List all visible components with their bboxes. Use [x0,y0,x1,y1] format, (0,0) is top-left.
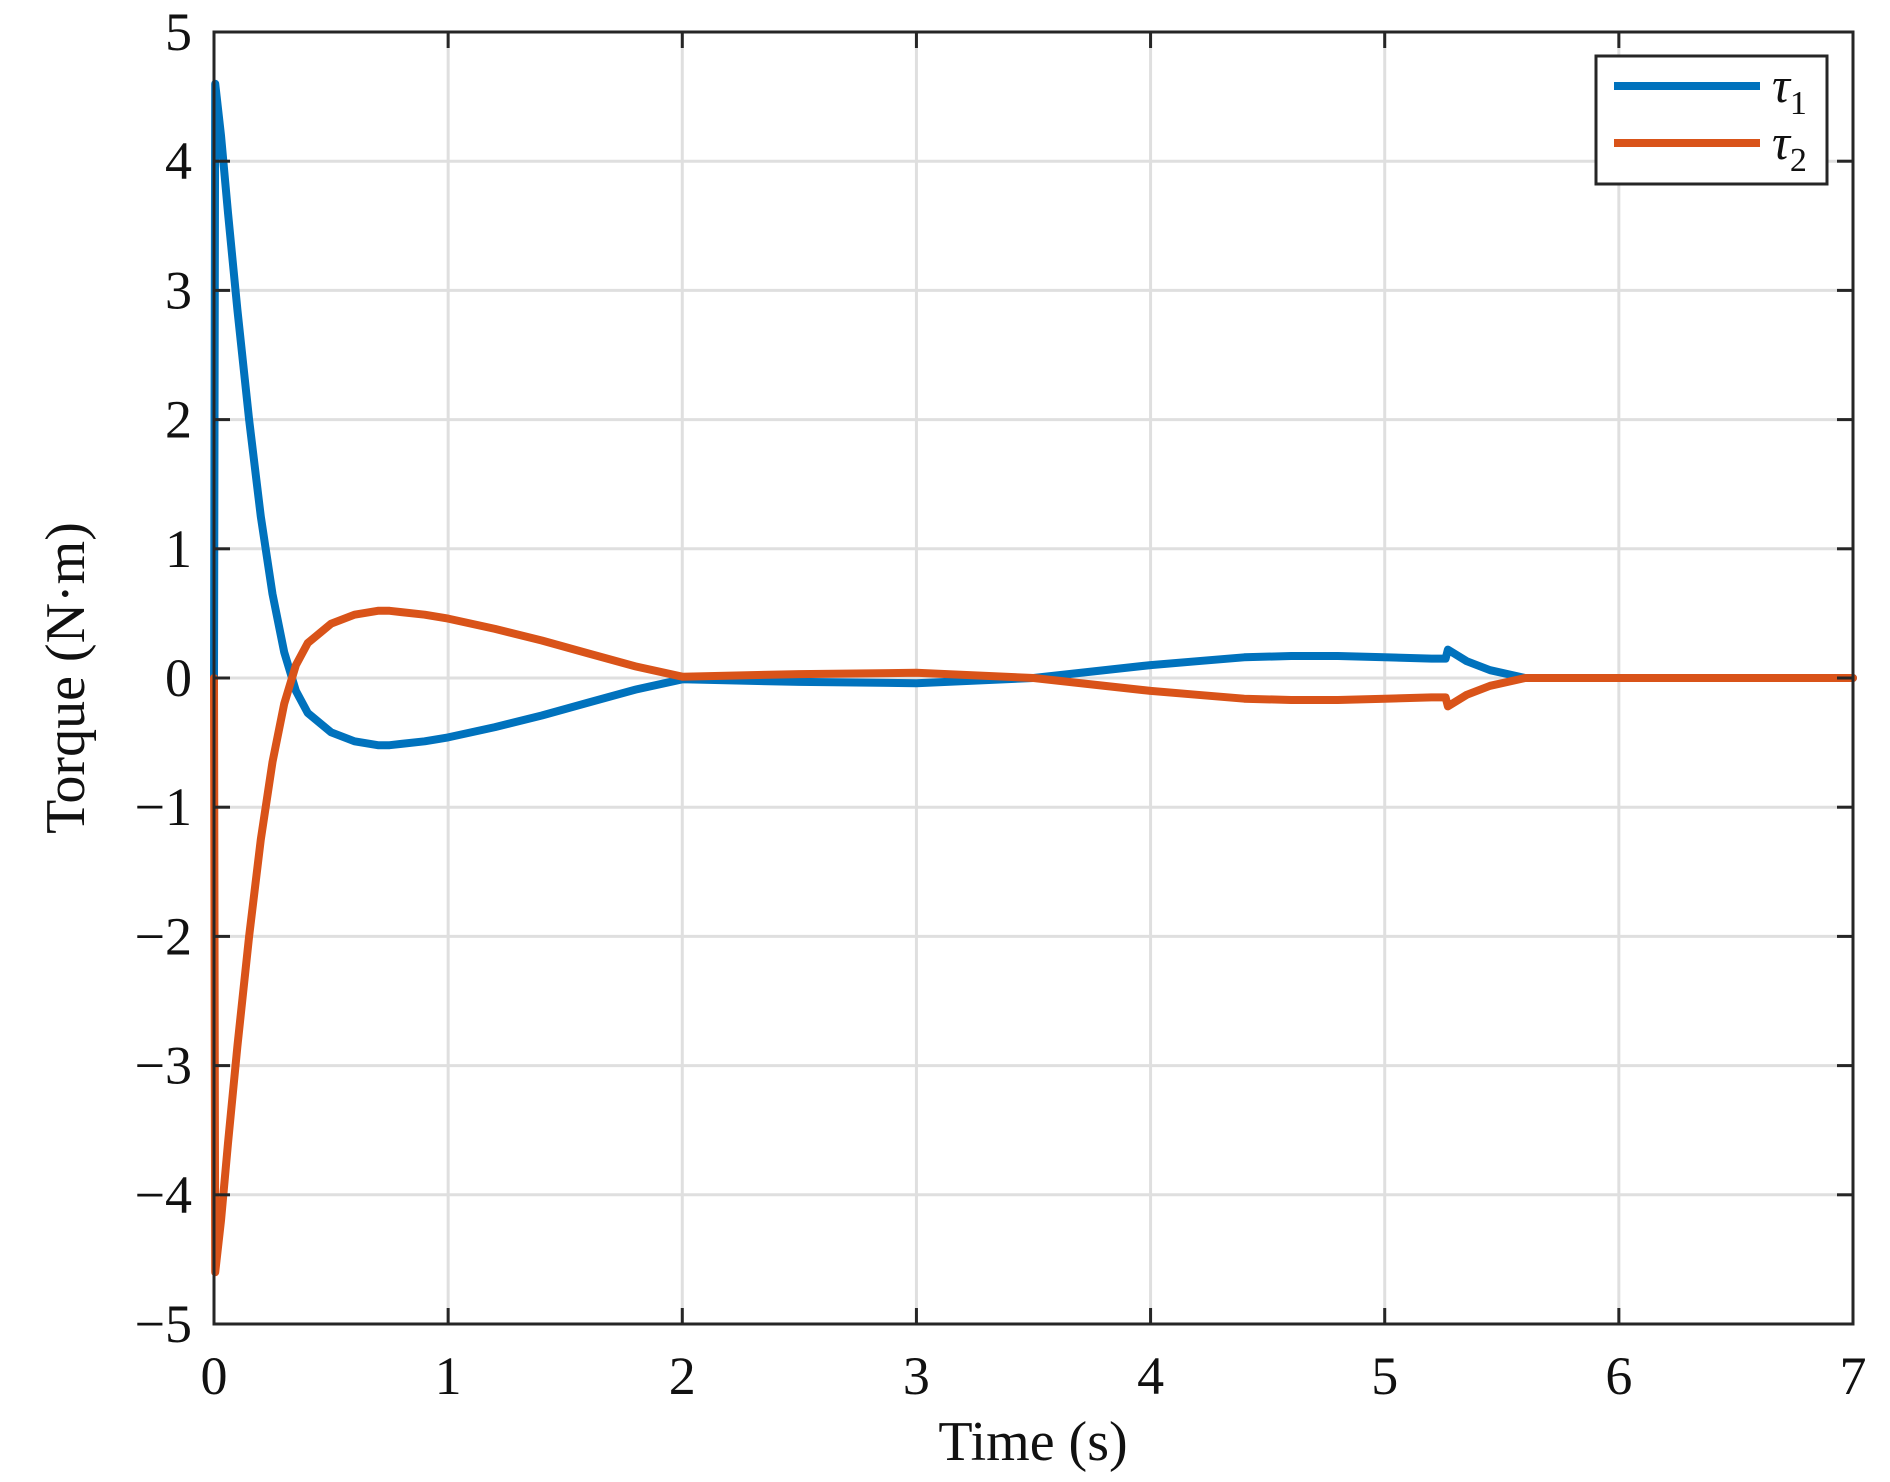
legend-label-tau2: τ2 [1772,114,1807,179]
y-tick-label: −3 [135,1036,192,1096]
y-axis-title: Torque (N·m) [35,522,97,834]
y-tick-label: −5 [135,1294,192,1354]
y-tick-label: 0 [165,648,192,708]
y-tick-label: −1 [135,777,192,837]
legend-label-tau1-subscript: 1 [1790,85,1807,122]
legend-label-tau2-symbol: τ [1772,114,1792,170]
y-tick-label: 1 [165,519,192,579]
series-lines [210,79,1857,1277]
legend-label-tau1: τ1 [1772,57,1807,122]
x-tick-label: 0 [201,1346,228,1406]
legend-label-tau1-symbol: τ [1772,57,1792,113]
y-tick-label: 2 [165,390,192,450]
series-line-tau1 [210,79,1857,750]
x-tick-label: 4 [1137,1346,1164,1406]
y-tick-label: −2 [135,906,192,966]
x-tick-label: 1 [435,1346,462,1406]
x-tick-label: 2 [669,1346,696,1406]
x-tick-label: 7 [1840,1346,1867,1406]
y-tick-label: 4 [165,131,192,191]
axis-ticks [212,30,1855,1326]
y-tick-label: 5 [165,2,192,62]
legend: τ1 τ2 [1594,54,1829,186]
x-tick-label: 5 [1371,1346,1398,1406]
y-tick-label: −4 [135,1165,192,1225]
series-line-tau2 [210,606,1857,1277]
x-axis-title: Time (s) [938,1411,1127,1473]
legend-box [1594,54,1829,186]
y-tick-label: 3 [165,260,192,320]
tick-labels: 0 1 2 3 4 5 6 7 −5 −4 −3 −2 −1 0 1 2 3 4 5 [135,2,1867,1406]
x-tick-label: 3 [903,1346,930,1406]
legend-label-tau2-subscript: 2 [1790,142,1807,179]
x-tick-label: 6 [1605,1346,1632,1406]
